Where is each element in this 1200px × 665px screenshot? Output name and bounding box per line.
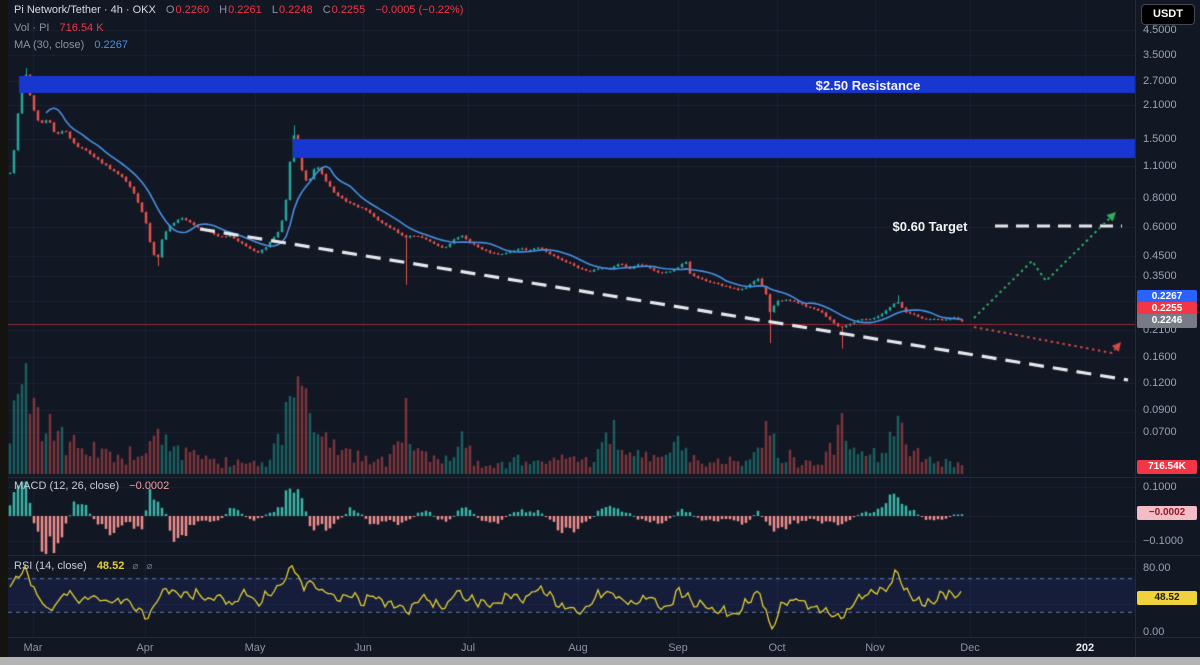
- change-value: −0.0005 (−0.22%): [375, 4, 464, 16]
- macd-value: −0.0002: [129, 480, 170, 492]
- price-axis-separator: [1135, 0, 1136, 657]
- macd-label: MACD (12, 26, close): [14, 480, 120, 492]
- time-axis[interactable]: Mar Apr May Jun Jul Aug Sep Oct Nov Dec 202: [0, 637, 1200, 657]
- volume-value: 716.54 K: [59, 22, 104, 34]
- time-axis-label: Aug: [568, 642, 588, 654]
- price-axis-label: 0.0900: [1143, 404, 1177, 416]
- time-axis-label: Nov: [865, 642, 885, 654]
- time-axis-label: Jul: [460, 642, 476, 654]
- price-axis-label: 1.5000: [1143, 133, 1177, 145]
- price-tag: 0.2246: [1137, 314, 1197, 328]
- price-axis-label: 2.1000: [1143, 99, 1177, 111]
- price-axis-label: 0.3500: [1143, 270, 1177, 282]
- time-axis-separator: [0, 637, 1200, 638]
- window-left-edge: [0, 0, 8, 657]
- ma-label: MA (30, close): [14, 39, 85, 51]
- open-value: 0.2260: [175, 4, 210, 16]
- ma-value: 0.2267: [94, 39, 129, 51]
- close-value: 0.2255: [331, 4, 366, 16]
- hidden-value-icon: ⌀: [132, 561, 139, 572]
- low-label: L: [271, 4, 278, 16]
- price-axis[interactable]: 4.5000 3.5000 2.7000 2.1000 1.5000 1.1000 0.80…: [1136, 0, 1200, 657]
- symbol-title: Pi Network/Tether · 4h · OKX: [14, 4, 156, 16]
- high-value: 0.2261: [228, 4, 262, 16]
- resistance-band-label[interactable]: $2.50 Resistance: [815, 78, 921, 93]
- price-axis-label: 0.00: [1143, 626, 1165, 638]
- time-axis-label: Dec: [960, 642, 980, 654]
- time-axis-label: Apr: [136, 642, 154, 654]
- price-axis-label: 1.1000: [1143, 160, 1177, 172]
- price-tag: −0.0002: [1137, 506, 1197, 520]
- rsi-value: 48.52: [96, 560, 125, 572]
- price-axis-label: 80.00: [1143, 562, 1171, 574]
- time-axis-label: Jun: [354, 642, 372, 654]
- target-label[interactable]: $0.60 Target: [892, 219, 968, 234]
- currency-toggle-button[interactable]: USDT: [1141, 4, 1195, 25]
- rsi-pane-separator: [0, 555, 1200, 556]
- close-label: C: [322, 4, 331, 16]
- price-axis-label: 0.0700: [1143, 426, 1177, 438]
- volume-legend-row[interactable]: Vol · PI 716.54 K: [14, 22, 104, 35]
- price-axis-label: 0.4500: [1143, 250, 1177, 262]
- time-axis-label: Mar: [23, 642, 43, 654]
- price-tag: 0.2255: [1137, 302, 1197, 316]
- symbol-legend-row[interactable]: Pi Network/Tether · 4h · OKX O0.2260 H0.…: [14, 4, 463, 17]
- price-axis-label: 0.1200: [1143, 377, 1177, 389]
- price-axis-label: 3.5000: [1143, 49, 1177, 61]
- rsi-label: RSI (14, close): [14, 560, 87, 572]
- price-axis-label: 0.1600: [1143, 351, 1177, 363]
- macd-legend-row[interactable]: MACD (12, 26, close) −0.0002: [14, 480, 169, 493]
- macd-pane-separator: [0, 477, 1200, 478]
- rsi-legend-row[interactable]: RSI (14, close) 48.52 ⌀ ⌀: [14, 560, 153, 573]
- price-axis-label: 0.8000: [1143, 192, 1177, 204]
- low-value: 0.2248: [278, 4, 313, 16]
- price-tag: 48.52: [1137, 591, 1197, 605]
- time-axis-label: May: [244, 642, 266, 654]
- price-axis-label: 0.6000: [1143, 221, 1177, 233]
- price-axis-label: 2.7000: [1143, 75, 1177, 87]
- volume-label: Vol · PI: [14, 22, 50, 34]
- price-tag: 0.2267: [1137, 290, 1197, 304]
- price-axis-label: 0.1000: [1143, 481, 1177, 493]
- price-axis-label: −0.1000: [1143, 535, 1184, 547]
- price-axis-label: 4.5000: [1143, 24, 1177, 36]
- ma-legend-row[interactable]: MA (30, close) 0.2267: [14, 39, 128, 52]
- time-axis-label: 202: [1075, 642, 1095, 654]
- window-bottom-edge: [0, 657, 1200, 665]
- price-tag: 716.54K: [1137, 460, 1197, 474]
- high-label: H: [219, 4, 228, 16]
- open-label: O: [165, 4, 175, 16]
- hidden-value-icon: ⌀: [146, 561, 153, 572]
- time-axis-label: Oct: [768, 642, 786, 654]
- time-axis-label: Sep: [668, 642, 688, 654]
